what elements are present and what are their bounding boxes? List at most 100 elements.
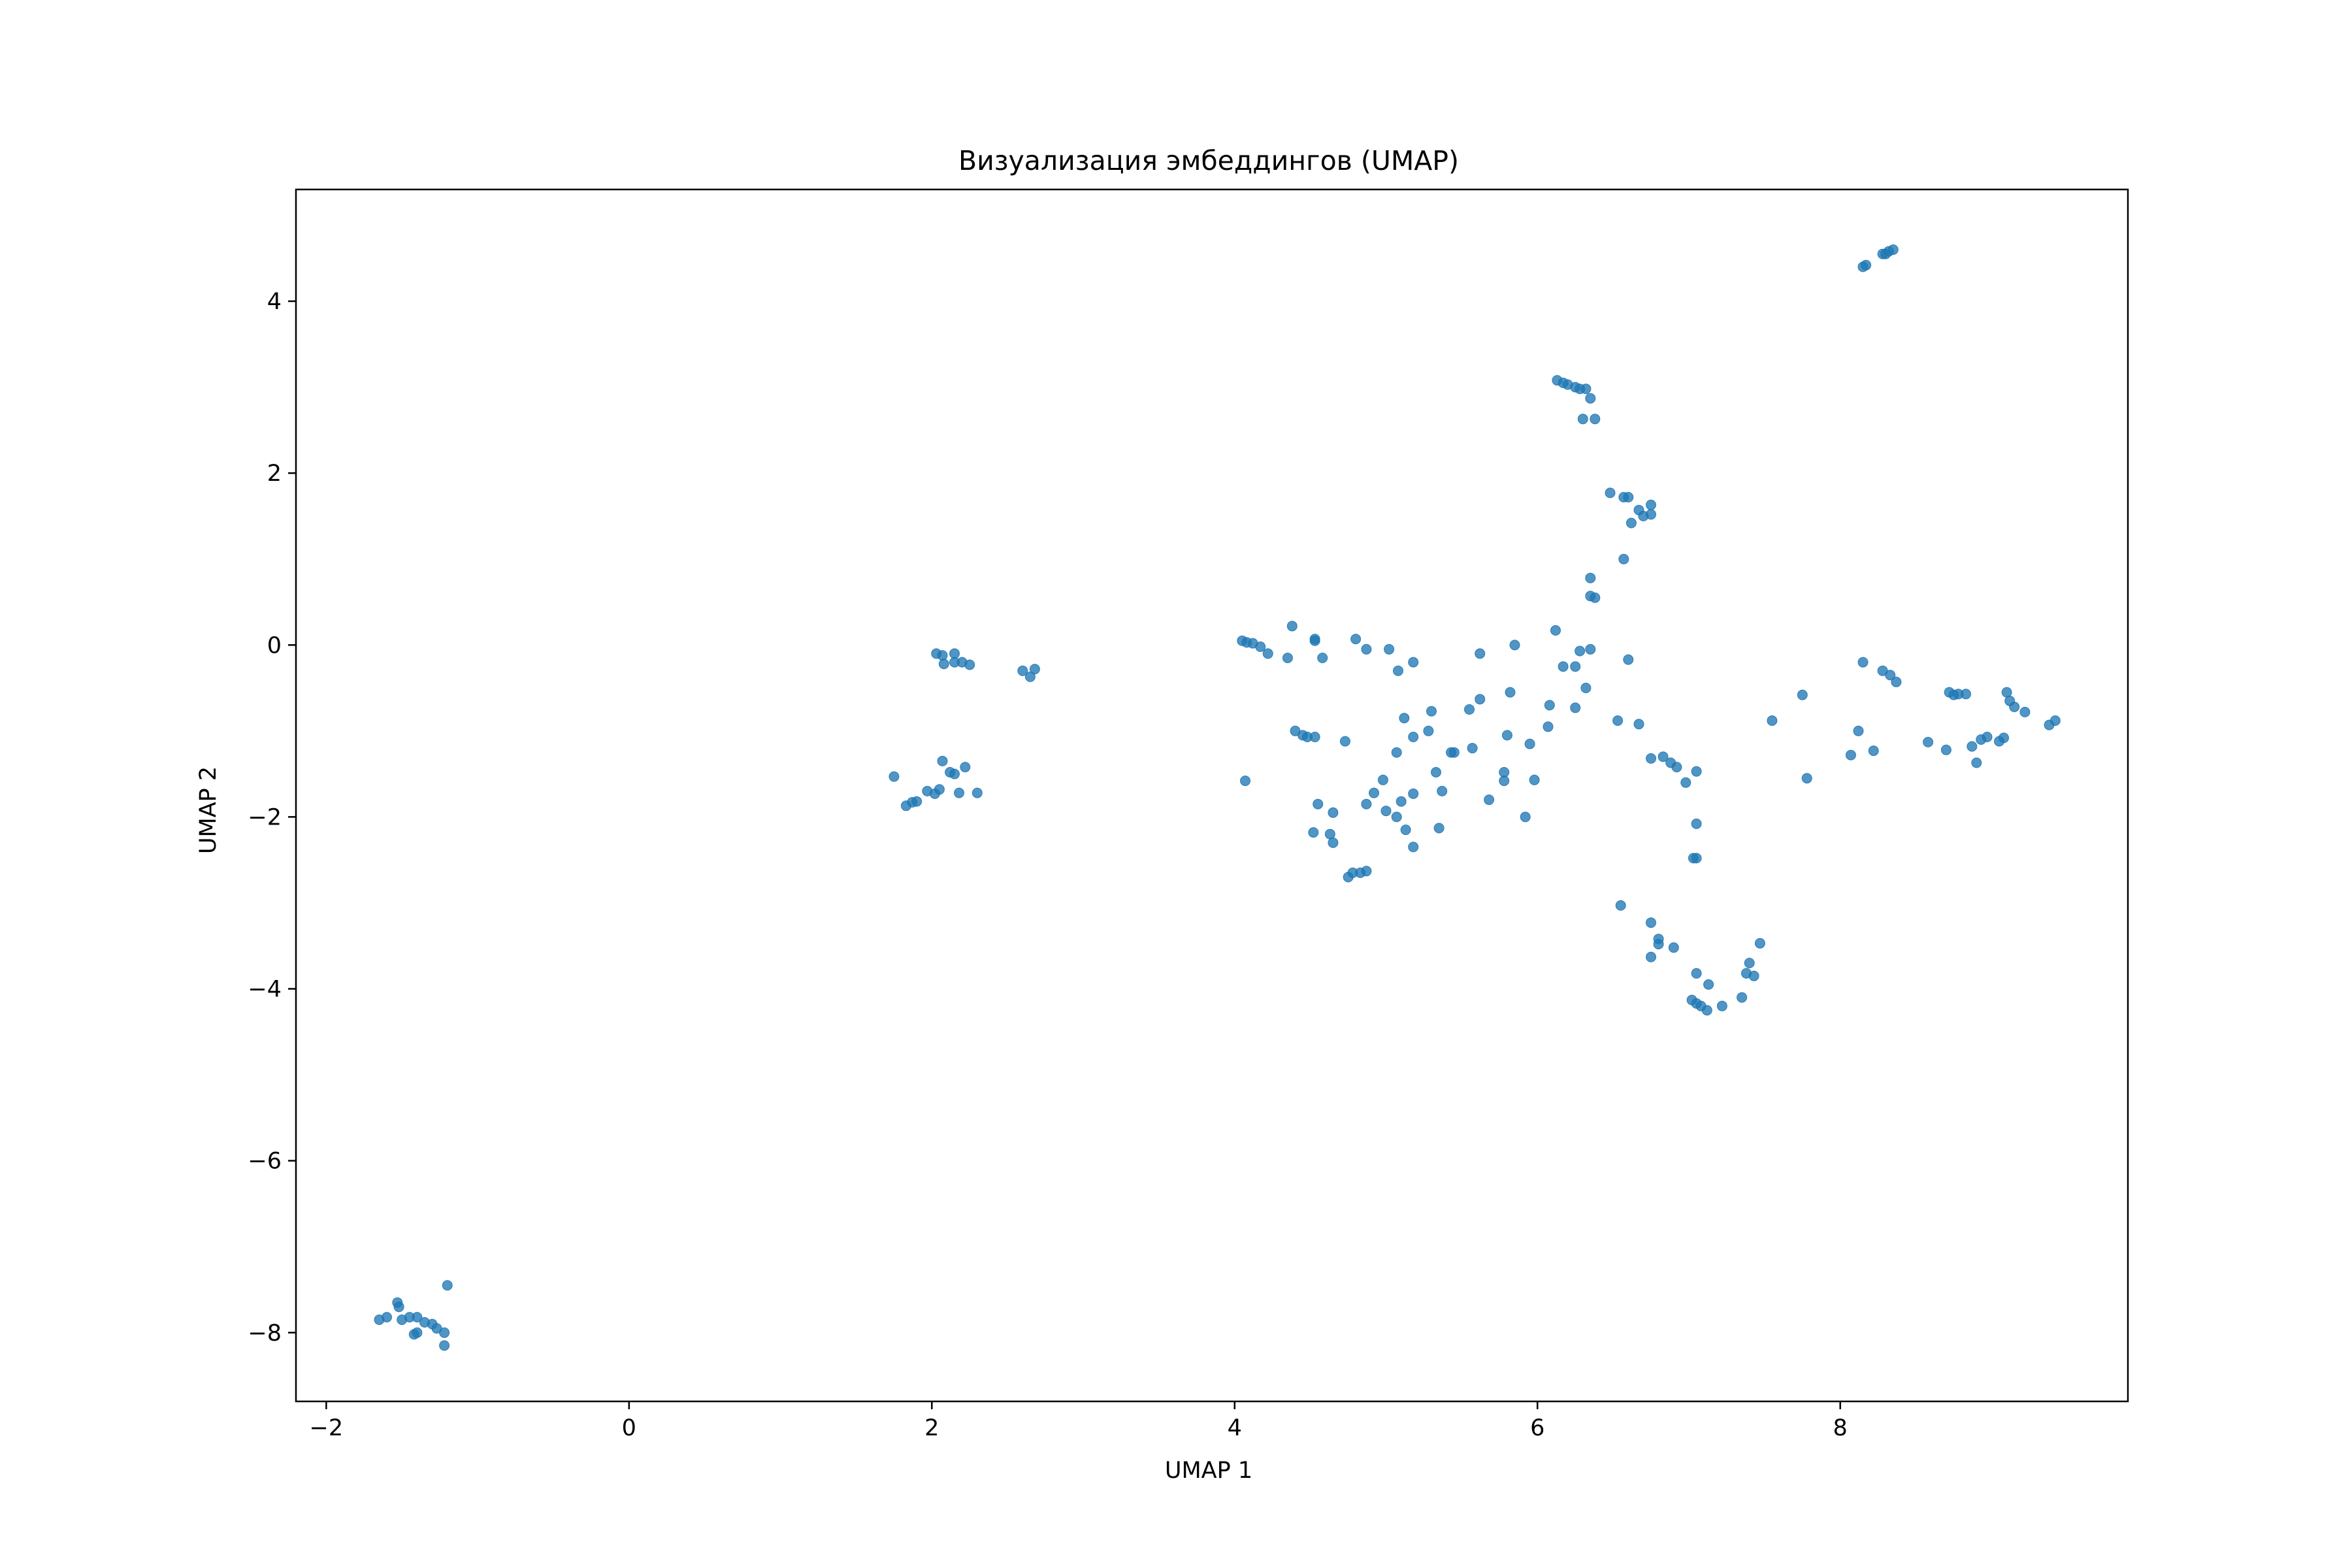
- x-axis-ticks: −2 0 2 4 6 8: [310, 1401, 1848, 1441]
- data-point-76: [1399, 713, 1410, 724]
- y-tick-label: −8: [248, 1320, 282, 1347]
- y-tick-label: −4: [248, 977, 282, 1003]
- y-tick-label: −2: [248, 804, 282, 830]
- data-point-71: [1380, 806, 1392, 817]
- data-point-112: [1646, 753, 1656, 764]
- data-point-1: [382, 1312, 392, 1323]
- data-point-171: [1857, 657, 1869, 668]
- y-axis-ticks: −8 −6 −4 −2 0 2 4: [248, 289, 296, 1347]
- data-point-128: [1703, 979, 1714, 990]
- data-point-169: [1845, 749, 1856, 760]
- data-point-165: [1880, 248, 1891, 259]
- data-point-87: [1464, 704, 1475, 715]
- data-point-96: [1509, 640, 1520, 651]
- data-point-158: [1577, 414, 1588, 425]
- data-point-187: [1999, 732, 2009, 743]
- data-point-134: [1737, 992, 1748, 1003]
- data-point-172: [1868, 745, 1879, 757]
- y-tick-label: −6: [248, 1149, 282, 1175]
- plot-frame: [295, 188, 2129, 1403]
- data-point-117: [1691, 766, 1702, 777]
- data-point-138: [1754, 938, 1765, 949]
- data-point-57: [1309, 732, 1320, 742]
- data-point-159: [1590, 414, 1601, 425]
- data-point-116: [1680, 777, 1691, 788]
- data-point-78: [1408, 788, 1419, 799]
- data-point-109: [1612, 715, 1624, 726]
- data-point-148: [1585, 572, 1596, 583]
- data-point-36: [1024, 671, 1036, 682]
- data-point-99: [1529, 774, 1540, 785]
- data-point-35: [1017, 665, 1028, 676]
- data-point-51: [1393, 665, 1403, 676]
- data-point-80: [1423, 725, 1434, 736]
- data-point-168: [1801, 773, 1812, 784]
- data-point-72: [1391, 747, 1402, 758]
- data-point-137: [1748, 970, 1759, 981]
- data-point-88: [1467, 743, 1478, 754]
- y-tick-label: 2: [267, 461, 282, 487]
- data-point-175: [1891, 676, 1902, 687]
- data-point-48: [1350, 634, 1362, 645]
- data-point-46: [1309, 634, 1320, 645]
- data-point-110: [1623, 654, 1634, 665]
- data-point-193: [2050, 715, 2061, 726]
- data-point-141: [1623, 492, 1634, 502]
- data-point-81: [1426, 706, 1437, 717]
- data-point-18: [911, 796, 923, 807]
- data-point-69: [1369, 787, 1379, 798]
- data-point-63: [1339, 736, 1350, 747]
- data-point-105: [1570, 702, 1581, 713]
- data-point-67: [1361, 866, 1372, 877]
- data-point-126: [1668, 942, 1679, 953]
- data-point-37: [1029, 664, 1040, 675]
- data-point-98: [1524, 738, 1535, 749]
- data-point-132: [1701, 1005, 1712, 1016]
- data-point-59: [1308, 827, 1319, 838]
- data-point-86: [1448, 747, 1460, 758]
- data-point-61: [1328, 807, 1339, 818]
- data-point-34: [964, 659, 975, 670]
- data-point-22: [937, 755, 948, 766]
- x-tick-label: 8: [1833, 1415, 1848, 1441]
- data-point-75: [1400, 825, 1411, 836]
- data-point-13: [439, 1340, 450, 1351]
- data-point-100: [1543, 721, 1554, 732]
- data-point-25: [960, 762, 971, 773]
- data-point-115: [1671, 762, 1682, 773]
- data-point-82: [1431, 767, 1441, 777]
- data-point-103: [1558, 661, 1569, 672]
- data-point-29: [937, 650, 948, 661]
- chart-title: Визуализация эмбеддингов (UMAP): [958, 145, 1459, 176]
- data-point-91: [1484, 794, 1495, 806]
- x-tick-label: 4: [1228, 1415, 1242, 1441]
- x-axis-label: UMAP 1: [1165, 1458, 1252, 1484]
- data-point-113: [1658, 751, 1669, 762]
- data-point-79: [1408, 841, 1419, 853]
- data-point-139: [1605, 487, 1616, 498]
- data-point-124: [1653, 939, 1664, 950]
- data-point-93: [1499, 776, 1510, 787]
- data-point-97: [1520, 811, 1531, 823]
- data-point-12: [439, 1327, 450, 1338]
- data-points: [374, 244, 2061, 1351]
- data-point-83: [1433, 823, 1445, 834]
- data-point-73: [1391, 811, 1402, 823]
- data-point-104: [1570, 661, 1581, 672]
- x-tick-label: 0: [622, 1415, 636, 1441]
- data-point-68: [1361, 798, 1372, 809]
- data-point-147: [1618, 553, 1629, 564]
- data-point-49: [1361, 644, 1372, 655]
- data-point-95: [1505, 687, 1516, 698]
- data-point-3: [393, 1301, 404, 1313]
- data-point-157: [1585, 393, 1596, 404]
- data-point-133: [1716, 1000, 1727, 1011]
- data-point-167: [1797, 689, 1808, 700]
- data-point-108: [1585, 644, 1596, 655]
- data-point-161: [1861, 259, 1872, 270]
- data-point-7: [412, 1312, 423, 1323]
- data-point-170: [1853, 725, 1864, 736]
- data-point-52: [1408, 657, 1419, 668]
- data-point-177: [1940, 744, 1952, 755]
